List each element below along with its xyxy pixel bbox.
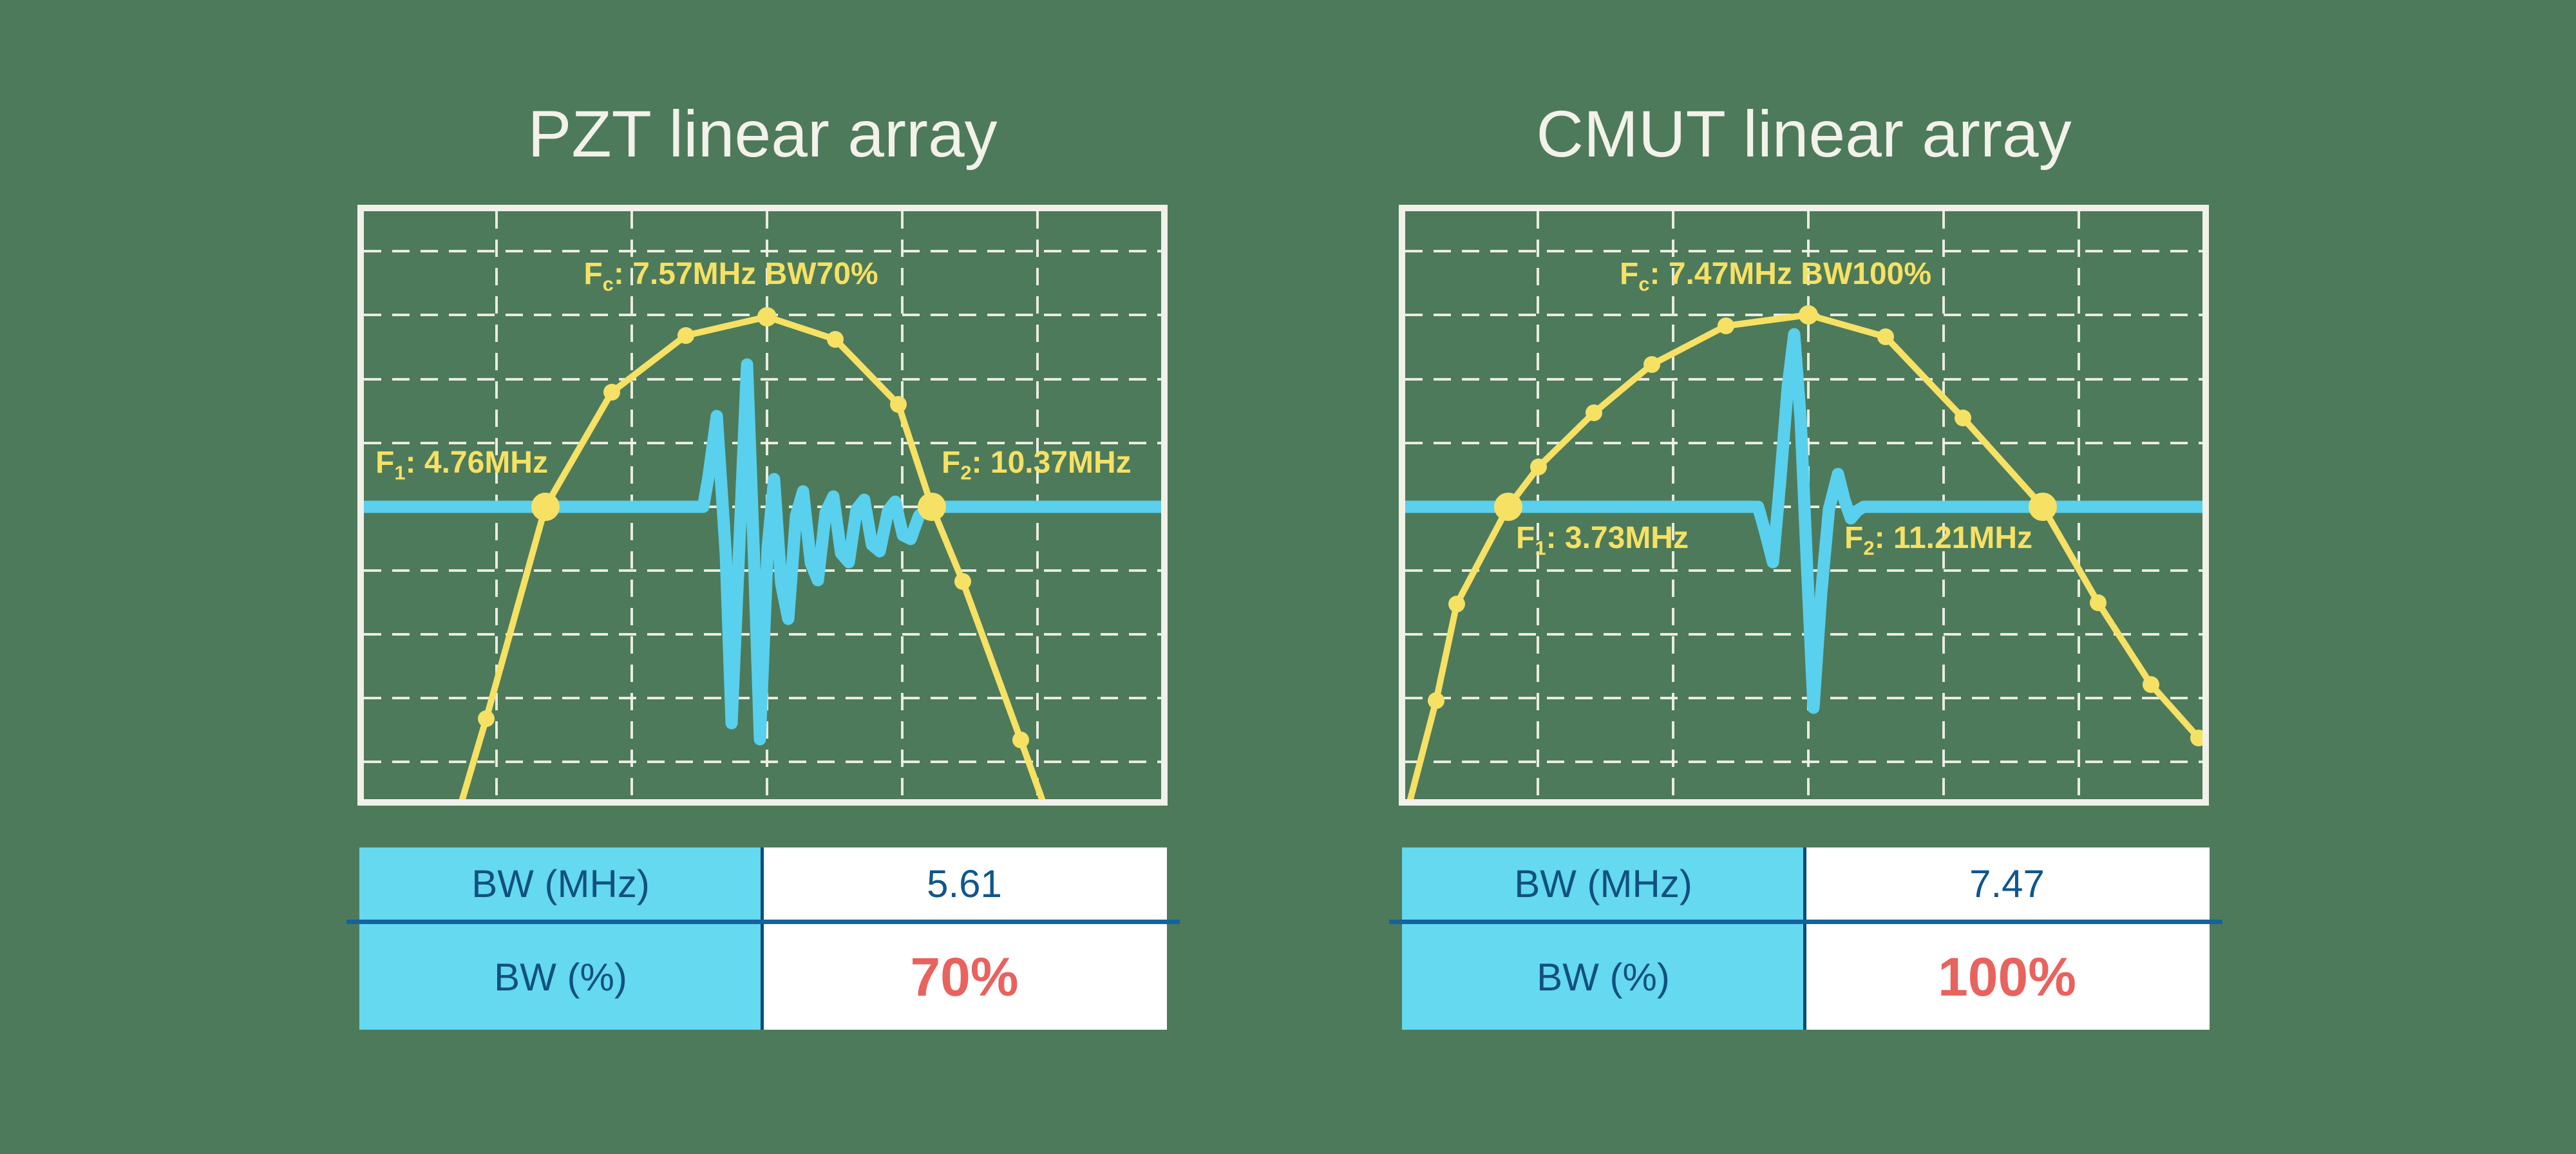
data-point-marker xyxy=(757,307,777,326)
f2-symbol: F xyxy=(1844,521,1864,555)
pulse-waveform xyxy=(1405,328,2202,714)
f2-subscript: 2 xyxy=(960,461,972,484)
data-point-marker xyxy=(954,573,971,590)
row-value-cell: 5.61 xyxy=(762,847,1167,920)
data-point-marker xyxy=(827,331,844,348)
data-point-marker xyxy=(1448,596,1465,612)
table-row: BW (%) 100% xyxy=(1402,924,2210,1030)
data-point-marker xyxy=(531,493,560,521)
cmut-plot-frame: Fc: 7.47MHz BW100% F1: 3.73MHz F2: 11.21… xyxy=(1399,205,2209,806)
table-row-divider xyxy=(346,920,1180,924)
f2-symbol: F xyxy=(942,446,961,480)
data-point-marker xyxy=(1718,317,1734,334)
f1-value-text: : 3.73MHz xyxy=(1546,521,1689,555)
chart-title-cmut: CMUT linear array xyxy=(1536,97,2072,171)
cmut-f2-annotation: F2: 11.21MHz xyxy=(1844,521,2033,560)
data-point-marker xyxy=(1877,328,1894,345)
spectrum-curve xyxy=(459,314,1045,799)
data-point-marker xyxy=(478,710,495,727)
data-point-marker xyxy=(1955,410,1971,426)
fc-symbol: F xyxy=(583,257,603,291)
pzt-fc-annotation: Fc: 7.57MHz BW70% xyxy=(583,257,878,296)
data-point-marker xyxy=(2090,594,2107,611)
data-point-marker xyxy=(890,396,907,413)
row-value-cell: 100% xyxy=(1804,924,2210,1030)
pzt-f1-annotation: F1: 4.76MHz xyxy=(375,446,548,484)
data-point-marker xyxy=(1643,356,1660,373)
data-point-marker xyxy=(603,384,620,401)
table-row: BW (%) 70% xyxy=(359,924,1167,1030)
row-label-cell: BW (MHz) xyxy=(1402,847,1804,920)
data-point-marker xyxy=(677,327,694,344)
row-value-cell: 70% xyxy=(762,924,1167,1030)
cmut-plot-svg xyxy=(1405,211,2202,799)
row-label-cell: BW (%) xyxy=(1402,924,1804,1030)
data-point-marker xyxy=(1586,404,1602,421)
fc-subscript: c xyxy=(1638,272,1650,296)
cmut-bw-table: BW (MHz) 7.47 BW (%) 100% xyxy=(1389,847,2222,1030)
data-point-marker xyxy=(1799,305,1818,325)
pulse-waveform xyxy=(364,358,1161,746)
data-point-marker xyxy=(1530,459,1547,475)
data-point-marker xyxy=(1012,732,1029,748)
data-point-marker xyxy=(2143,676,2159,693)
pzt-plot-frame: Fc: 7.57MHz BW70% F1: 4.76MHz F2: 10.37M… xyxy=(357,205,1168,806)
row-label-cell: BW (MHz) xyxy=(359,847,762,920)
table-column-divider xyxy=(1803,847,1806,1030)
f2-subscript: 2 xyxy=(1863,536,1875,560)
pzt-plot-svg xyxy=(364,211,1161,799)
f1-symbol: F xyxy=(375,446,395,480)
f1-subscript: 1 xyxy=(1535,536,1546,560)
f1-value-text: : 4.76MHz xyxy=(405,446,548,480)
f2-value-text: : 11.21MHz xyxy=(1874,521,2033,555)
fc-subscript: c xyxy=(602,272,614,296)
table-row: BW (MHz) 7.47 xyxy=(1402,847,2210,920)
cmut-f1-annotation: F1: 3.73MHz xyxy=(1516,521,1689,560)
data-point-marker xyxy=(2029,493,2057,521)
row-label-cell: BW (%) xyxy=(359,924,762,1030)
table-row: BW (MHz) 5.61 xyxy=(359,847,1167,920)
fc-value-text: : 7.47MHz BW100% xyxy=(1649,257,1932,291)
table-row-divider xyxy=(1389,920,2222,924)
chart-title-pzt: PZT linear array xyxy=(527,97,998,171)
table-column-divider xyxy=(761,847,764,1030)
pzt-f2-annotation: F2: 10.37MHz xyxy=(942,446,1132,484)
f2-value-text: : 10.37MHz xyxy=(971,446,1132,480)
data-point-marker xyxy=(1428,692,1444,709)
pzt-bw-table: BW (MHz) 5.61 BW (%) 70% xyxy=(346,847,1180,1030)
fc-symbol: F xyxy=(1619,257,1639,291)
data-point-marker xyxy=(1494,493,1522,521)
cmut-fc-annotation: Fc: 7.47MHz BW100% xyxy=(1619,257,1932,296)
f1-symbol: F xyxy=(1516,521,1535,555)
row-value-cell: 7.47 xyxy=(1804,847,2210,920)
data-point-marker xyxy=(918,493,946,521)
f1-subscript: 1 xyxy=(394,461,406,484)
fc-value-text: : 7.57MHz BW70% xyxy=(613,257,878,291)
data-point-marker xyxy=(2190,730,2202,746)
